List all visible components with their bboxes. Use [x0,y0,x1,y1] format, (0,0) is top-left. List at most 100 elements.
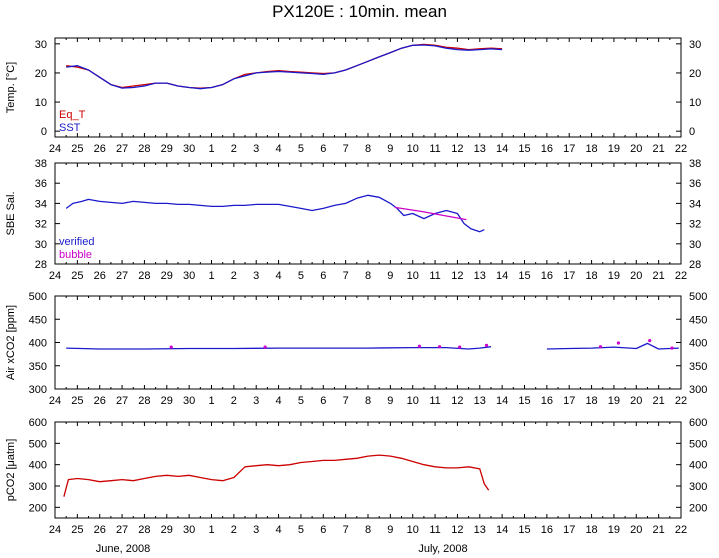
x-tick-label: 3 [253,395,259,407]
panel-temperature: 24 25 26 27 28 29 30 1 2 3 4 5 6 7 8 9 10 11 12 13 14 15 16 17 1… [5,37,701,155]
x-tick-label: 22 [675,395,687,407]
x-tick-label: 7 [343,270,349,282]
month-label-june: June, 2008 [96,543,150,555]
legend-label: SST [59,122,81,134]
series-line-bubble [394,206,467,221]
x-tick-label: 26 [94,143,106,155]
x-tick-label: 15 [518,524,530,536]
x-tick-label: 30 [183,524,195,536]
y-tick-label-right: 0 [689,126,695,138]
y-axis-label: Temp. [°C] [5,62,17,113]
x-tick-label: 16 [541,395,553,407]
x-tick-label: 17 [563,270,575,282]
x-tick-label: 8 [365,524,371,536]
x-tick-label: 25 [71,143,83,155]
series-line-eq_t [66,43,503,89]
x-tick-label: 29 [161,270,173,282]
x-tick-label: 5 [298,143,304,155]
x-tick-label: 1 [208,524,214,536]
x-tick-label: 11 [429,143,440,155]
x-tick-label: 1 [208,395,214,407]
series-line-0 [66,346,492,350]
y-tick-label-right: 350 [689,361,707,373]
x-tick-label: 28 [138,524,150,536]
y-tick-label-right: 300 [689,481,707,493]
chart-panels: 24 25 26 27 28 29 30 1 2 3 4 5 6 7 8 9 10 11 12 13 14 15 16 17 1… [5,37,707,536]
x-tick-label: 1 [208,143,214,155]
y-axis-label: pCO2 [μatm] [5,439,17,502]
data-point [670,346,674,350]
y-tick-label-left: 34 [35,198,47,210]
x-tick-label: 21 [653,270,665,282]
y-tick-label-right: 28 [689,259,701,271]
x-tick-label: 3 [253,143,259,155]
legend-label: verified [59,236,94,248]
x-tick-label: 24 [49,270,61,282]
x-tick-label: 25 [71,270,83,282]
y-tick-label-left: 38 [35,158,47,170]
data-point [598,345,603,349]
x-tick-label: 11 [429,395,440,407]
data-point [648,339,652,343]
y-tick-label-left: 0 [41,126,47,138]
y-tick-label-left: 32 [35,219,47,231]
x-tick-label: 14 [496,270,508,282]
x-tick-label: 10 [407,524,419,536]
x-tick-label: 9 [387,270,393,282]
x-tick-label: 13 [474,143,486,155]
y-tick-label-left: 500 [29,438,47,450]
x-tick-label: 29 [161,524,173,536]
x-tick-label: 7 [343,395,349,407]
x-tick-label: 28 [138,143,150,155]
x-tick-label: 9 [387,395,393,407]
x-tick-label: 4 [276,395,282,407]
x-tick-label: 27 [116,395,128,407]
x-tick-label: 26 [94,524,106,536]
x-tick-label: 19 [608,395,620,407]
x-tick-label: 12 [451,395,463,407]
x-tick-label: 29 [161,143,173,155]
x-tick-label: 7 [343,143,349,155]
x-tick-label: 14 [496,524,508,536]
x-tick-label: 5 [298,270,304,282]
y-tick-label-right: 500 [689,438,707,450]
x-tick-label: 29 [161,395,173,407]
x-tick-label: 6 [320,524,326,536]
x-tick-label: 27 [116,143,128,155]
x-tick-label: 20 [630,270,642,282]
series-line-sst [66,44,503,90]
y-tick-label-left: 400 [29,338,47,350]
y-tick-label-left: 10 [35,97,47,109]
y-tick-label-right: 400 [689,460,707,472]
series-line-verified [65,194,485,233]
y-tick-label-left: 200 [29,502,47,514]
panel-pco2: 24 25 26 27 28 29 30 1 2 3 4 5 6 7 8 9 10 11 12 13 14 15 16 17 1… [5,417,707,536]
x-tick-label: 1 [208,270,214,282]
x-tick-label: 8 [365,270,371,282]
x-tick-label: 2 [231,270,237,282]
x-tick-label: 17 [563,524,575,536]
y-tick-label-right: 600 [689,417,707,429]
x-tick-label: 20 [630,395,642,407]
x-tick-label: 13 [474,524,486,536]
y-tick-label-right: 36 [689,178,701,190]
x-tick-label: 4 [276,143,282,155]
x-tick-label: 16 [541,143,553,155]
x-tick-label: 17 [563,143,575,155]
y-tick-label-right: 300 [689,384,707,396]
x-tick-label: 12 [451,270,463,282]
x-tick-label: 8 [365,143,371,155]
series-line-1 [546,342,679,350]
x-tick-label: 15 [518,395,530,407]
data-point [417,344,422,348]
x-tick-label: 16 [541,270,553,282]
x-tick-label: 28 [138,270,150,282]
y-tick-label-left: 400 [29,460,47,472]
x-tick-label: 30 [183,395,195,407]
y-tick-label-right: 200 [689,502,707,514]
x-tick-label: 16 [541,524,553,536]
y-tick-label-right: 20 [689,68,701,80]
x-tick-label: 6 [320,270,326,282]
x-tick-label: 14 [496,395,508,407]
